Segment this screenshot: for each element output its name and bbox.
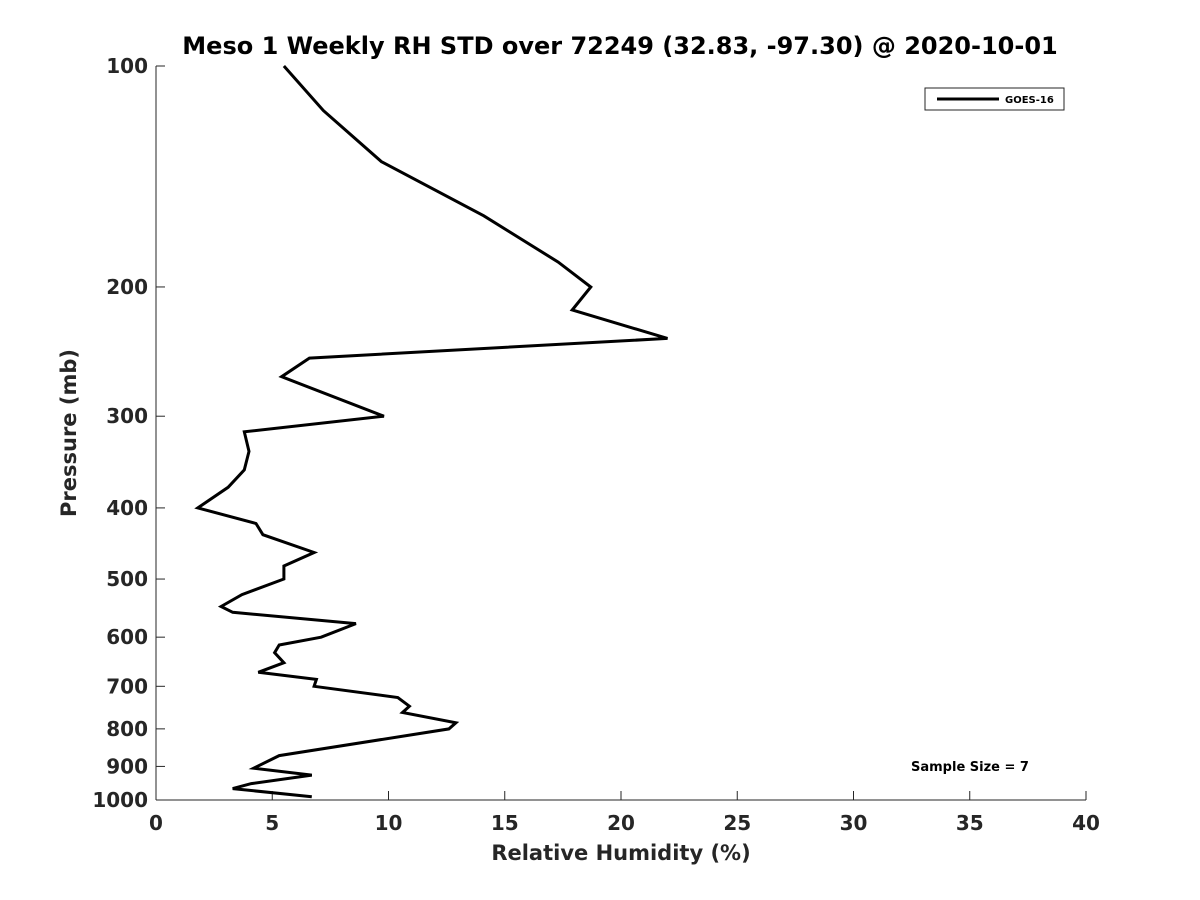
y-tick-label: 900 <box>106 754 148 778</box>
legend: GOES-16 <box>924 87 1065 111</box>
y-tick-label: 200 <box>106 275 148 299</box>
y-ticks: 100 200 300 400 500 600 700 800 900 1000 <box>92 54 165 812</box>
y-tick-label: 300 <box>106 404 148 428</box>
sample-size-annotation: Sample Size = 7 <box>911 760 1029 775</box>
legend-label: GOES-16 <box>1005 95 1054 106</box>
y-tick-label: 800 <box>106 717 148 741</box>
x-tick-label: 40 <box>1072 811 1100 835</box>
x-axis-label: Relative Humidity (%) <box>491 841 750 865</box>
y-tick-label: 400 <box>106 496 148 520</box>
x-tick-label: 10 <box>375 811 403 835</box>
y-axis-label: Pressure (mb) <box>57 349 81 517</box>
y-tick-label: 600 <box>106 625 148 649</box>
y-tick-label: 100 <box>106 54 148 78</box>
y-tick-label: 500 <box>106 567 148 591</box>
x-tick-label: 5 <box>265 811 279 835</box>
plot-area <box>156 66 1086 800</box>
x-tick-label: 35 <box>956 811 984 835</box>
x-tick-label: 0 <box>149 811 163 835</box>
x-tick-label: 25 <box>723 811 751 835</box>
y-tick-label: 1000 <box>92 788 148 812</box>
chart-title: Meso 1 Weekly RH STD over 72249 (32.83, … <box>182 32 1057 60</box>
x-tick-label: 20 <box>607 811 635 835</box>
series-line-goes-16 <box>194 65 668 799</box>
x-tick-label: 30 <box>840 811 868 835</box>
x-tick-label: 15 <box>491 811 519 835</box>
y-tick-label: 700 <box>106 674 148 698</box>
x-ticks: 0 5 10 15 20 25 30 35 40 <box>149 791 1100 835</box>
series-group <box>194 65 668 799</box>
